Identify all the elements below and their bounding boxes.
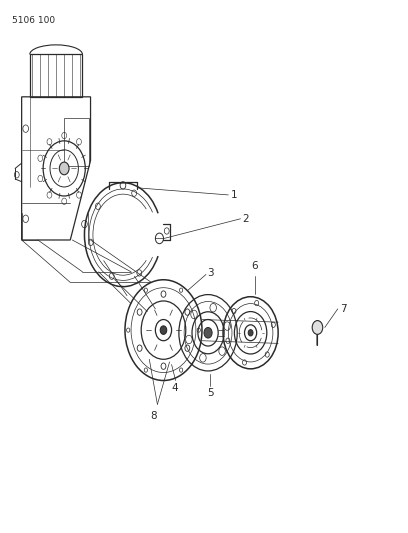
Circle shape <box>204 327 212 338</box>
Text: 1: 1 <box>231 190 237 200</box>
Text: 5: 5 <box>207 389 213 399</box>
Circle shape <box>312 320 323 334</box>
Circle shape <box>160 326 167 334</box>
Text: 8: 8 <box>150 411 157 421</box>
Text: 7: 7 <box>340 304 346 314</box>
Text: 5106 100: 5106 100 <box>11 16 55 25</box>
Circle shape <box>248 329 253 336</box>
Text: 3: 3 <box>207 269 214 278</box>
Text: 6: 6 <box>251 261 258 271</box>
Text: 4: 4 <box>171 383 178 393</box>
Text: 2: 2 <box>242 214 249 224</box>
Circle shape <box>59 162 69 175</box>
